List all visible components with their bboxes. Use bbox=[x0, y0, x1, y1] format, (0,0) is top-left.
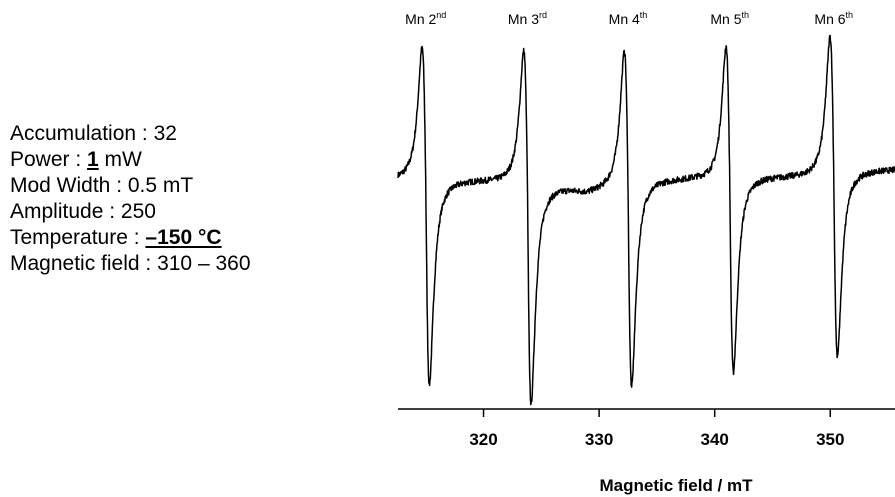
param-mod-width: Mod Width : 0.5 mT bbox=[10, 174, 194, 197]
peak-label: Mn 2nd bbox=[405, 10, 446, 27]
power-value: 1 bbox=[87, 148, 99, 171]
x-tick-label: 330 bbox=[585, 430, 613, 449]
param-temperature: Temperature : –150 °C bbox=[10, 226, 222, 249]
x-tick-label: 320 bbox=[469, 430, 497, 449]
x-tick-label: 340 bbox=[701, 430, 729, 449]
temperature-value: –150 °C bbox=[145, 226, 222, 249]
x-axis-title: Magnetic field / mT bbox=[599, 476, 753, 495]
peak-label: Mn 6th bbox=[814, 10, 853, 27]
x-axis-ticks: 320 330 340 350 bbox=[469, 409, 844, 449]
peak-label: Mn 5th bbox=[710, 10, 749, 27]
spectrum-trace bbox=[397, 34, 895, 406]
x-tick-label: 350 bbox=[816, 430, 844, 449]
param-power: Power : 1 mW bbox=[10, 148, 142, 171]
acquisition-parameters: Accumulation : 32 Power : 1 mW Mod Width… bbox=[10, 121, 251, 277]
param-amplitude: Amplitude : 250 bbox=[10, 200, 156, 223]
peak-label: Mn 3rd bbox=[508, 10, 547, 27]
param-magnetic-field: Magnetic field : 310 – 360 bbox=[10, 252, 251, 275]
peak-label: Mn 4th bbox=[609, 10, 648, 27]
peak-labels: Mn 2nd Mn 3rd Mn 4th Mn 5th Mn 6th bbox=[405, 10, 853, 27]
param-accumulation: Accumulation : 32 bbox=[10, 122, 177, 145]
